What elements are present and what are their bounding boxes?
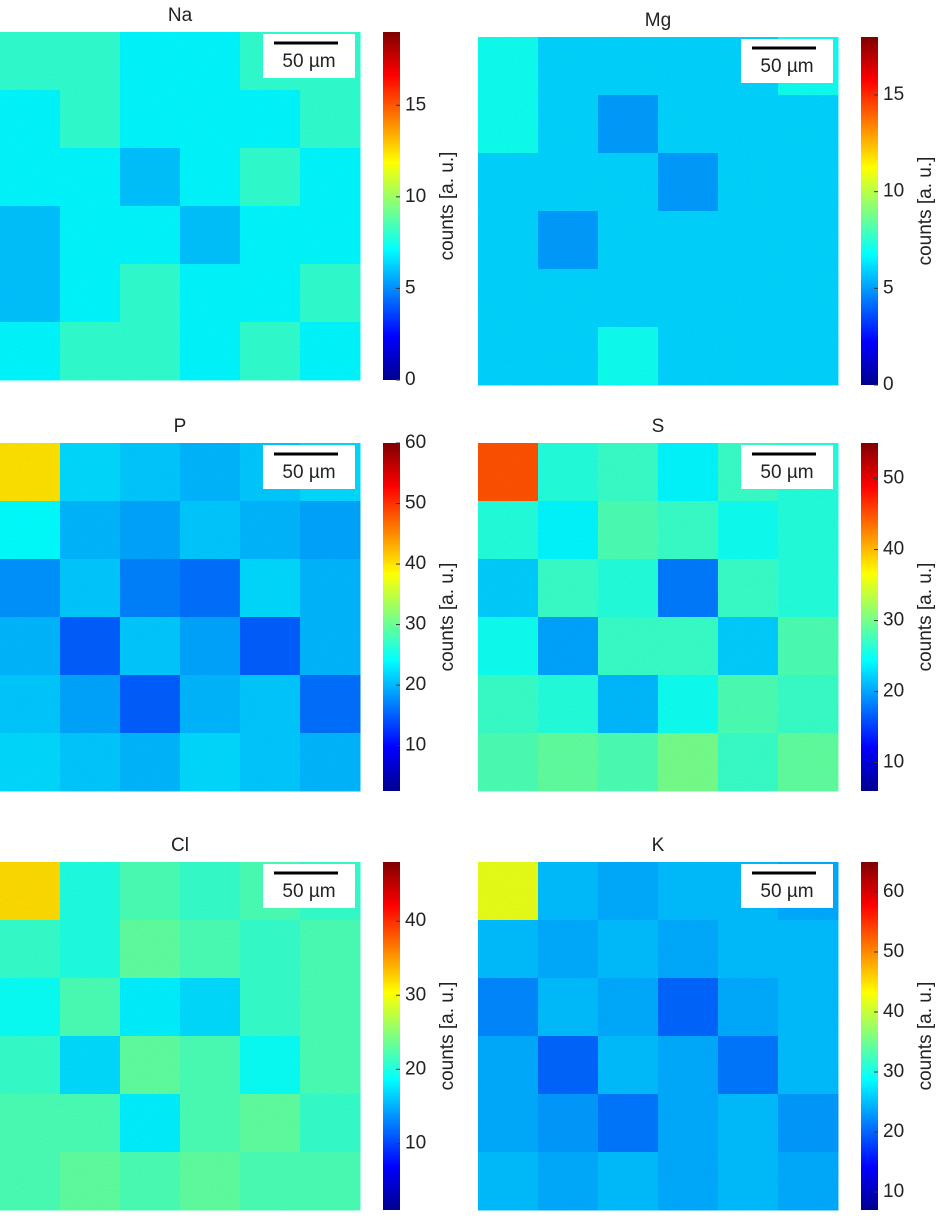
colorbar-tick-label: 30 bbox=[883, 1061, 904, 1082]
colorbar-tick-label: 5 bbox=[883, 277, 894, 298]
colorbar-tick-label: 20 bbox=[883, 681, 904, 702]
colorbar-tick-label: 10 bbox=[405, 186, 426, 207]
colorbar-tick-label: 30 bbox=[883, 610, 904, 631]
panel-title: K bbox=[652, 835, 665, 856]
colorbar-tick-label: 40 bbox=[405, 910, 426, 931]
scale-bar-box bbox=[263, 445, 355, 489]
scale-bar-label: 50 µm bbox=[282, 51, 335, 72]
colorbar bbox=[861, 443, 878, 791]
colorbar bbox=[383, 443, 400, 791]
colorbar-tick-label: 40 bbox=[405, 553, 426, 574]
colorbar-tick-label: 60 bbox=[883, 881, 904, 902]
scale-bar-box bbox=[741, 445, 833, 489]
colorbar bbox=[861, 862, 878, 1210]
panel-title: Na bbox=[168, 5, 193, 26]
scale-bar-box bbox=[263, 864, 355, 908]
texture bbox=[0, 32, 360, 380]
panel-title: Mg bbox=[645, 10, 671, 31]
texture bbox=[0, 443, 360, 791]
colorbar bbox=[383, 32, 400, 380]
scale-bar-label: 50 µm bbox=[760, 56, 813, 77]
scale-bar-label: 50 µm bbox=[282, 881, 335, 902]
panel-title: S bbox=[652, 416, 665, 437]
colorbar-tick-label: 60 bbox=[405, 432, 426, 453]
colorbar-label: counts [a. u.] bbox=[915, 563, 936, 672]
colorbar-tick-label: 10 bbox=[883, 1181, 904, 1202]
colorbar-tick-label: 30 bbox=[405, 614, 426, 635]
panel-title: P bbox=[174, 416, 187, 437]
colorbar bbox=[383, 862, 400, 1210]
colorbar-tick-label: 20 bbox=[405, 674, 426, 695]
colorbar-tick-label: 0 bbox=[405, 369, 416, 390]
colorbar-tick-label: 40 bbox=[883, 539, 904, 560]
colorbar-label: counts [a. u.] bbox=[915, 157, 936, 266]
colorbar-tick-label: 10 bbox=[405, 735, 426, 756]
colorbar-tick-label: 0 bbox=[883, 374, 894, 395]
colorbar-tick-label: 20 bbox=[405, 1058, 426, 1079]
scale-bar-box bbox=[263, 34, 355, 78]
colorbar-tick-label: 10 bbox=[405, 1132, 426, 1153]
texture bbox=[478, 443, 838, 791]
colorbar-tick-label: 15 bbox=[883, 84, 904, 105]
colorbar-label: counts [a. u.] bbox=[437, 982, 458, 1091]
colorbar-tick-label: 20 bbox=[883, 1121, 904, 1142]
scale-bar-label: 50 µm bbox=[760, 881, 813, 902]
colorbar-tick-label: 10 bbox=[883, 752, 904, 773]
colorbar-tick-label: 50 bbox=[883, 468, 904, 489]
texture bbox=[478, 37, 838, 385]
colorbar-tick-label: 50 bbox=[405, 493, 426, 514]
scale-bar-label: 50 µm bbox=[760, 462, 813, 483]
scale-bar-box bbox=[741, 864, 833, 908]
colorbar-tick-label: 30 bbox=[405, 984, 426, 1005]
colorbar-label: counts [a. u.] bbox=[437, 152, 458, 261]
colorbar-tick-label: 40 bbox=[883, 1001, 904, 1022]
colorbar-label: counts [a. u.] bbox=[437, 563, 458, 672]
panel-title: Cl bbox=[171, 835, 189, 856]
texture bbox=[478, 862, 838, 1210]
colorbar-label: counts [a. u.] bbox=[915, 982, 936, 1091]
scale-bar-box bbox=[741, 39, 833, 83]
colorbar-tick-label: 5 bbox=[405, 277, 416, 298]
scale-bar-label: 50 µm bbox=[282, 462, 335, 483]
colorbar-tick-label: 15 bbox=[405, 94, 426, 115]
colorbar-tick-label: 10 bbox=[883, 181, 904, 202]
colorbar bbox=[861, 37, 878, 385]
colorbar-tick-label: 50 bbox=[883, 941, 904, 962]
texture bbox=[0, 862, 360, 1210]
